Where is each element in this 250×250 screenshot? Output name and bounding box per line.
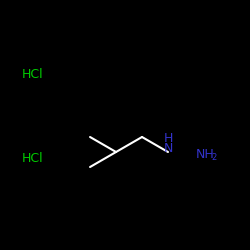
Text: NH: NH <box>196 148 215 160</box>
Text: N: N <box>163 142 173 156</box>
Text: 2: 2 <box>211 152 216 162</box>
Text: HCl: HCl <box>22 152 44 164</box>
Text: HCl: HCl <box>22 68 44 82</box>
Text: H: H <box>163 132 173 145</box>
